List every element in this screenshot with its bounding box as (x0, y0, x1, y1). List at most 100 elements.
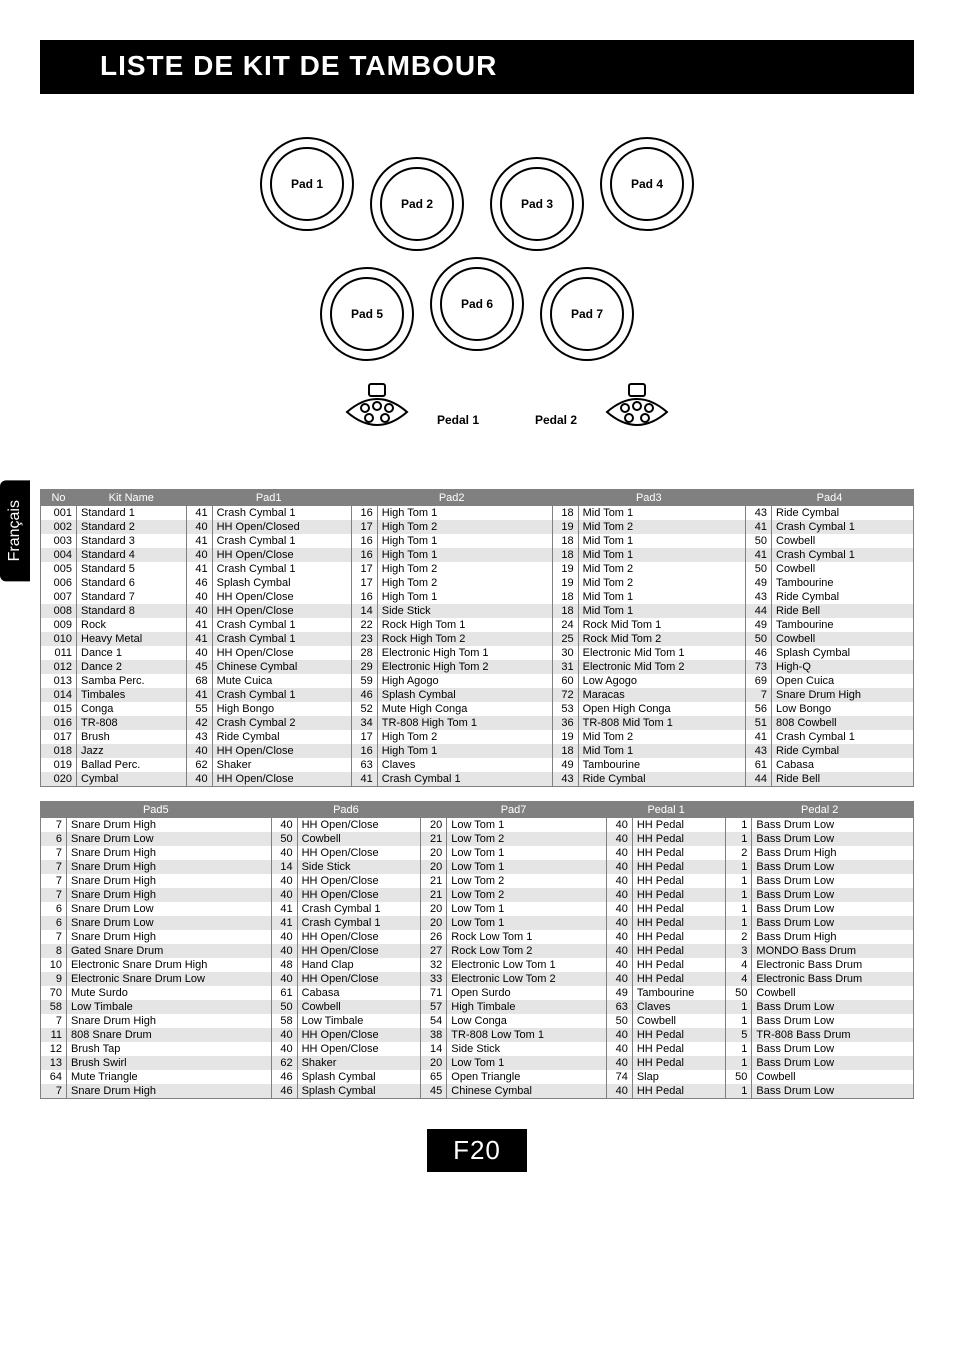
table-row: 008Standard 840HH Open/Close14Side Stick… (41, 604, 914, 618)
cell: Snare Drum Low (67, 916, 272, 930)
cell: Jazz (77, 744, 187, 758)
cell: Low Tom 2 (447, 888, 607, 902)
cell: HH Open/Close (297, 1028, 421, 1042)
cell: 40 (186, 548, 212, 562)
cell: 40 (271, 846, 297, 860)
cell: 70 (41, 986, 67, 1000)
cell: Electronic Snare Drum Low (67, 972, 272, 986)
cell: 4 (726, 958, 752, 972)
cell: Low Tom 1 (447, 818, 607, 832)
cell: HH Pedal (632, 818, 726, 832)
cell: 22 (351, 618, 377, 632)
cell: Snare Drum Low (67, 832, 272, 846)
cell: 3 (726, 944, 752, 958)
cell: Claves (632, 1000, 726, 1014)
cell: 5 (726, 1028, 752, 1042)
cell: Snare Drum High (67, 874, 272, 888)
cell: 40 (606, 874, 632, 888)
cell: 16 (351, 590, 377, 604)
cell: Shaker (297, 1056, 421, 1070)
cell: Low Bongo (772, 702, 914, 716)
cell: 61 (746, 758, 772, 772)
cell: 011 (41, 646, 77, 660)
cell: 41 (186, 506, 212, 520)
table-row: 12Brush Tap40HH Open/Close14Side Stick40… (41, 1042, 914, 1056)
cell: Low Tom 1 (447, 1056, 607, 1070)
cell: Ride Cymbal (772, 590, 914, 604)
cell: 40 (271, 1042, 297, 1056)
cell: 73 (746, 660, 772, 674)
cell: Cowbell (297, 1000, 421, 1014)
cell: Timbales (77, 688, 187, 702)
cell: Low Tom 2 (447, 832, 607, 846)
cell: 2 (726, 930, 752, 944)
cell: Splash Cymbal (377, 688, 552, 702)
col-header: No (41, 490, 77, 507)
col-header: Pad2 (351, 490, 552, 507)
col-header: Pad5 (41, 802, 272, 819)
cell: 6 (41, 916, 67, 930)
cell: Rock Low Tom 2 (447, 944, 607, 958)
cell: Gated Snare Drum (67, 944, 272, 958)
cell: Maracas (578, 688, 745, 702)
cell: Electronic Bass Drum (752, 958, 914, 972)
cell: 56 (746, 702, 772, 716)
table-row: 7Snare Drum High14Side Stick20Low Tom 14… (41, 860, 914, 874)
cell: Mute Triangle (67, 1070, 272, 1084)
cell: Standard 3 (77, 534, 187, 548)
cell: High-Q (772, 660, 914, 674)
cell: HH Pedal (632, 846, 726, 860)
cell: HH Open/Close (212, 744, 351, 758)
cell: Snare Drum High (67, 1084, 272, 1099)
pad1-label: Pad 1 (291, 177, 323, 191)
cell: Mute Surdo (67, 986, 272, 1000)
table-row: 7Snare Drum High40HH Open/Close21Low Tom… (41, 888, 914, 902)
table-row: 6Snare Drum Low41Crash Cymbal 120Low Tom… (41, 902, 914, 916)
cell: Side Stick (297, 860, 421, 874)
cell: Bass Drum Low (752, 902, 914, 916)
cell: HH Pedal (632, 902, 726, 916)
table-row: 7Snare Drum High58Low Timbale54Low Conga… (41, 1014, 914, 1028)
cell: Bass Drum Low (752, 1014, 914, 1028)
cell: Ride Cymbal (212, 730, 351, 744)
cell: Standard 4 (77, 548, 187, 562)
cell: TR-808 (77, 716, 187, 730)
cell: 54 (421, 1014, 447, 1028)
cell: 50 (271, 1000, 297, 1014)
table-row: 005Standard 541Crash Cymbal 117High Tom … (41, 562, 914, 576)
cell: Low Tom 2 (447, 874, 607, 888)
table-row: 015Conga55High Bongo52Mute High Conga53O… (41, 702, 914, 716)
table-row: 7Snare Drum High40HH Open/Close26Rock Lo… (41, 930, 914, 944)
cell: 41 (186, 688, 212, 702)
cell: 43 (186, 730, 212, 744)
cell: Electronic Low Tom 1 (447, 958, 607, 972)
cell: High Tom 1 (377, 534, 552, 548)
cell: HH Open/Close (212, 590, 351, 604)
cell: 1 (726, 1056, 752, 1070)
cell: Mid Tom 1 (578, 534, 745, 548)
cell: 44 (746, 772, 772, 787)
cell: HH Pedal (632, 1056, 726, 1070)
cell: 41 (271, 902, 297, 916)
cell: Ride Bell (772, 772, 914, 787)
cell: 62 (186, 758, 212, 772)
cell: 64 (41, 1070, 67, 1084)
cell: Low Timbale (67, 1000, 272, 1014)
cell: HH Open/Close (297, 846, 421, 860)
cell: 44 (746, 604, 772, 618)
cell: Cowbell (632, 1014, 726, 1028)
cell: 41 (186, 618, 212, 632)
cell: 72 (552, 688, 578, 702)
cell: Mid Tom 1 (578, 506, 745, 520)
cell: Snare Drum Low (67, 902, 272, 916)
cell: 24 (552, 618, 578, 632)
cell: Cymbal (77, 772, 187, 787)
cell: Ride Cymbal (772, 744, 914, 758)
cell: 013 (41, 674, 77, 688)
cell: 40 (186, 772, 212, 787)
cell: High Tom 2 (377, 562, 552, 576)
cell: Electronic High Tom 1 (377, 646, 552, 660)
cell: 46 (186, 576, 212, 590)
cell: 20 (421, 902, 447, 916)
cell: 006 (41, 576, 77, 590)
